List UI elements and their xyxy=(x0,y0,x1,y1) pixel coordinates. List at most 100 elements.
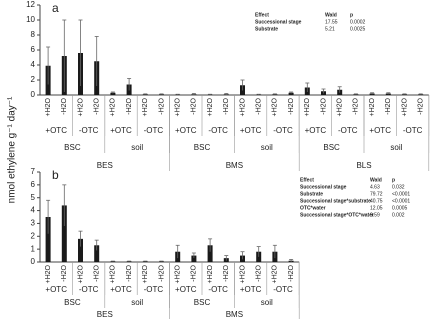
stats-cell: 17.55 xyxy=(325,19,338,25)
stats-cell: 4.63 xyxy=(370,184,380,190)
x-tick-label: -H2O xyxy=(126,97,133,114)
group-label: -OTC xyxy=(144,285,164,294)
stats-cell: <0.0001 xyxy=(392,191,410,197)
group-label: BMS xyxy=(226,161,243,170)
bar xyxy=(45,217,51,262)
x-tick-label: -H2O xyxy=(61,264,68,281)
x-tick-label: -H2O xyxy=(158,264,165,281)
x-tick-label: +H2O xyxy=(239,97,246,116)
stats-header: Wald xyxy=(370,177,382,183)
x-tick-label: -H2O xyxy=(288,97,295,114)
group-label: soil xyxy=(390,143,402,152)
group-label: -OTC xyxy=(273,285,293,294)
stats-cell: 5.21 xyxy=(325,26,335,32)
stats-header: Wald xyxy=(325,12,337,18)
group-label: BLS xyxy=(356,161,371,170)
x-tick-label: +H2O xyxy=(337,97,344,116)
y-tick-label: 4 xyxy=(31,206,36,215)
y-tick-label: 8 xyxy=(31,30,36,39)
x-tick-label: +H2O xyxy=(207,97,214,116)
x-tick-label: +H2O xyxy=(207,264,214,283)
y-tick-label: 6 xyxy=(31,45,36,54)
y-tick-label: 4 xyxy=(31,60,36,69)
bar xyxy=(142,261,148,262)
x-tick-label: +H2O xyxy=(77,97,84,116)
bar xyxy=(207,245,213,262)
stats-cell: Successional stage*substrate xyxy=(300,198,371,204)
x-tick-label: +H2O xyxy=(175,264,182,283)
stats-header: p xyxy=(350,12,353,18)
stats-cell: 9.59 xyxy=(370,212,380,218)
stats-cell: <0.0001 xyxy=(392,198,410,204)
group-label: soil xyxy=(131,298,143,307)
x-tick-label: -H2O xyxy=(288,264,295,281)
x-tick-label: +H2O xyxy=(369,97,376,116)
stats-cell: Successional stage xyxy=(255,19,302,25)
x-tick-label: +H2O xyxy=(142,97,149,116)
x-tick-label: +H2O xyxy=(110,264,117,283)
stats-cell: 0.0002 xyxy=(350,19,366,25)
bar xyxy=(61,205,67,262)
y-tick-label: 0 xyxy=(31,257,36,266)
bar xyxy=(191,255,197,262)
stats-header: Effect xyxy=(300,177,314,183)
x-tick-label: +H2O xyxy=(45,264,52,283)
stats-cell: 40.75 xyxy=(370,198,383,204)
group-label: soil xyxy=(131,143,143,152)
group-label: -OTC xyxy=(208,126,228,135)
bar xyxy=(94,245,100,262)
group-label: +OTC xyxy=(175,285,197,294)
x-tick-label: -H2O xyxy=(320,97,327,114)
group-label: BSC xyxy=(194,143,211,152)
group-label: BMS xyxy=(226,310,243,319)
x-tick-label: +H2O xyxy=(272,264,279,283)
group-label: -OTC xyxy=(338,126,358,135)
y-axis-label: nmol ethylene g⁻¹ day⁻¹ xyxy=(7,96,18,203)
stats-header: Effect xyxy=(255,12,269,18)
stats-header: p xyxy=(392,177,395,183)
group-label: +OTC xyxy=(175,126,197,135)
y-tick-label: 6 xyxy=(31,180,36,189)
group-label: BSC xyxy=(64,298,81,307)
group-label: +OTC xyxy=(240,126,262,135)
x-tick-label: +H2O xyxy=(239,264,246,283)
group-label: BES xyxy=(97,310,113,319)
stats-cell: 0.002 xyxy=(392,212,405,218)
x-tick-label: -H2O xyxy=(353,97,360,114)
y-tick-label: 2 xyxy=(31,75,36,84)
stats-cell: OTC*water xyxy=(300,205,326,211)
bar xyxy=(159,261,164,262)
group-label: soil xyxy=(261,143,273,152)
group-label: +OTC xyxy=(369,126,391,135)
y-tick-label: 1 xyxy=(31,244,36,253)
y-tick-label: 3 xyxy=(31,219,36,228)
group-label: -OTC xyxy=(273,126,293,135)
stats-cell: 12.05 xyxy=(370,205,383,211)
panel-label: a xyxy=(52,1,59,15)
group-label: +OTC xyxy=(45,285,67,294)
x-tick-label: -H2O xyxy=(94,264,101,281)
y-tick-label: 10 xyxy=(26,15,35,24)
group-label: -OTC xyxy=(144,126,164,135)
group-label: +OTC xyxy=(45,126,67,135)
panel-label: b xyxy=(52,168,59,182)
x-tick-label: +H2O xyxy=(304,97,311,116)
x-tick-label: -H2O xyxy=(256,264,263,281)
y-tick-label: 7 xyxy=(31,167,36,176)
group-label: +OTC xyxy=(110,126,132,135)
group-label: BSC xyxy=(194,298,211,307)
x-tick-label: -H2O xyxy=(158,97,165,114)
stats-cell: 0.032 xyxy=(392,184,405,190)
x-tick-label: -H2O xyxy=(223,264,230,281)
bar xyxy=(110,261,116,262)
x-tick-label: -H2O xyxy=(418,97,425,114)
group-label: -OTC xyxy=(208,285,228,294)
y-tick-label: 0 xyxy=(31,90,36,99)
stats-cell: 79.72 xyxy=(370,191,383,197)
group-label: BSC xyxy=(323,143,340,152)
x-tick-label: -H2O xyxy=(223,97,230,114)
x-tick-label: -H2O xyxy=(191,97,198,114)
y-tick-label: 2 xyxy=(31,231,36,240)
group-label: -OTC xyxy=(79,126,99,135)
